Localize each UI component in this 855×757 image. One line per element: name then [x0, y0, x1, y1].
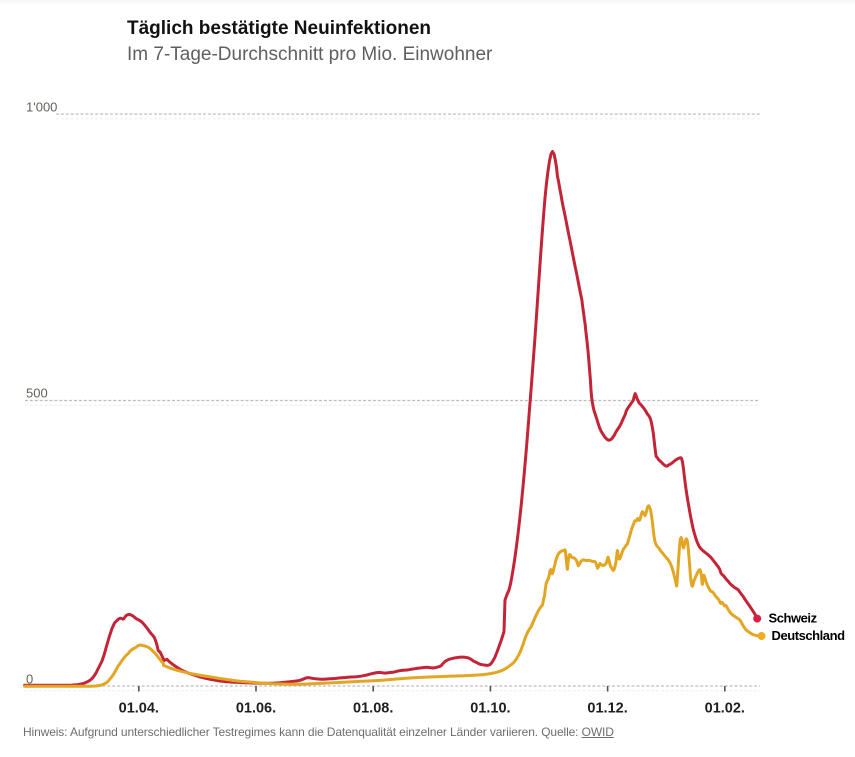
svg-text:01.08.: 01.08. — [353, 701, 393, 717]
svg-text:Deutschland: Deutschland — [772, 628, 846, 643]
svg-text:01.04.: 01.04. — [119, 701, 159, 717]
svg-text:01.02.: 01.02. — [705, 701, 745, 717]
svg-text:01.06.: 01.06. — [236, 701, 276, 717]
svg-text:0: 0 — [26, 672, 33, 687]
svg-text:01.12.: 01.12. — [587, 701, 627, 717]
svg-text:Schweiz: Schweiz — [769, 611, 818, 626]
svg-text:1'000: 1'000 — [26, 100, 57, 115]
svg-text:500: 500 — [26, 386, 48, 401]
svg-text:01.10.: 01.10. — [470, 701, 510, 717]
